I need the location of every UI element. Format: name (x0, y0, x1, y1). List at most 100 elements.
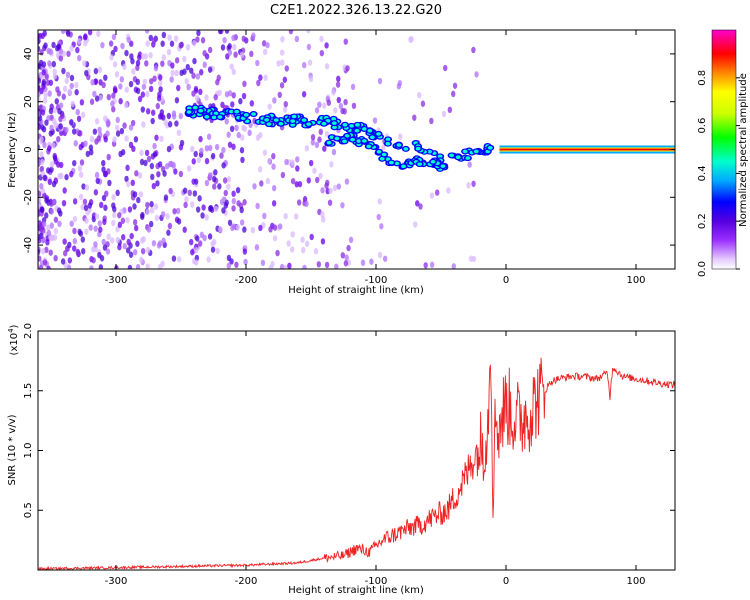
heatmap-cell (65, 30, 71, 37)
heatmap-cell (226, 254, 232, 262)
heatmap-cell (235, 224, 240, 231)
heatmap-cell (220, 101, 225, 109)
heatmap-cell (171, 110, 177, 117)
heatmap-cell (211, 175, 217, 183)
heatmap-cell (133, 224, 139, 232)
heatmap-cell (294, 35, 300, 43)
heatmap-cell (167, 34, 172, 41)
heatmap-cell (38, 190, 42, 198)
ridge-core (362, 127, 367, 131)
heatmap-cell (100, 42, 105, 49)
heatmap-cell (88, 224, 93, 231)
heatmap-cell (157, 263, 163, 269)
heatmap-cell (38, 255, 42, 262)
heatmap-cell (143, 159, 148, 167)
heatmap-cell (423, 262, 428, 269)
heatmap-cell (242, 80, 247, 88)
heatmap-cell (148, 52, 153, 59)
heatmap-cell (282, 76, 288, 83)
heatmap-cell (82, 198, 88, 205)
heatmap-cell (89, 149, 94, 156)
heatmap-cell (200, 37, 206, 44)
ridge-core (198, 108, 204, 113)
heatmap-cell (89, 135, 95, 143)
heatmap-cell (103, 115, 108, 122)
heatmap-cell (149, 200, 154, 208)
heatmap-cell (60, 112, 65, 120)
heatmap-cell (310, 139, 316, 146)
heatmap-cell (255, 59, 260, 67)
heatmap-cell (67, 257, 73, 264)
heatmap-cell (241, 35, 246, 42)
heatmap-y-ticks: -40 -20 0 20 40 (23, 48, 675, 253)
heatmap-cell (302, 264, 307, 269)
heatmap-cell (84, 228, 89, 235)
heatmap-cell (52, 106, 58, 114)
heatmap-cell (144, 60, 149, 67)
heatmap-cell (83, 39, 88, 47)
ridge-core (385, 137, 391, 142)
heatmap-cell (195, 94, 200, 102)
heatmap-cell (128, 124, 134, 131)
heatmap-cell (176, 84, 181, 92)
heatmap-cell (113, 45, 118, 53)
heatmap-cell (53, 254, 58, 262)
heatmap-cell (131, 145, 136, 153)
heatmap-cell (238, 98, 243, 105)
snr-x-axis-label: Height of straight line (km) (288, 585, 424, 596)
heatmap-cell (39, 136, 44, 143)
heatmap-cell (46, 265, 51, 269)
heatmap-cell (234, 261, 239, 268)
heatmap-cell (396, 83, 402, 90)
heatmap-cell (173, 168, 178, 175)
ridge-core (290, 123, 296, 127)
heatmap-cell (49, 124, 54, 132)
heatmap-cell (471, 180, 476, 187)
heatmap-cell (329, 161, 334, 168)
heatmap-cell (106, 233, 111, 240)
snr-x-ticks: -300 -200 -100 0 100 (105, 331, 646, 587)
heatmap-cell (262, 149, 268, 156)
heatmap-cell (271, 184, 277, 192)
heatmap-cell (327, 199, 333, 206)
heatmap-cell (139, 158, 145, 166)
heatmap-cell (76, 250, 81, 258)
heatmap-cell (41, 69, 46, 76)
heatmap-cell (94, 118, 100, 125)
heatmap-cell (314, 107, 320, 114)
heatmap-cell (227, 43, 232, 50)
heatmap-cell (242, 226, 247, 233)
x-tick-label: -100 (365, 576, 388, 587)
heatmap-cell (280, 171, 286, 179)
colorbar: 0.0 0.2 0.4 0.6 0.8 Normalized spectral ampl… (697, 29, 749, 277)
ridge-core (290, 119, 296, 123)
heatmap-cell (247, 129, 252, 137)
y-tick-label: 2.0 (23, 323, 34, 339)
heatmap-cell (135, 263, 141, 269)
heatmap-cell (379, 223, 384, 230)
heatmap-cell (255, 134, 261, 141)
heatmap-cell (377, 77, 383, 85)
heatmap-cell (283, 100, 288, 108)
ridge-core (415, 146, 421, 151)
heatmap-cell (81, 183, 86, 190)
heatmap-cell (176, 256, 182, 263)
heatmap-cell (91, 257, 96, 264)
heatmap-cell (115, 225, 120, 233)
heatmap-cell (207, 66, 213, 73)
heatmap-cell (112, 87, 118, 94)
heatmap-cell (212, 183, 217, 190)
heatmap-cell (87, 30, 93, 36)
y-tick-label: -40 (23, 237, 34, 253)
heatmap-cell (72, 198, 78, 205)
heatmap-cell (58, 55, 64, 62)
heatmap-cell (143, 53, 148, 60)
heatmap-cell (126, 180, 131, 188)
heatmap-cell (90, 79, 95, 86)
x-tick-label: -100 (365, 275, 388, 286)
heatmap-cell (338, 102, 344, 110)
heatmap-cell (420, 100, 426, 107)
heatmap-cell (115, 189, 120, 197)
heatmap-cell (103, 170, 109, 178)
heatmap-cell (44, 212, 49, 219)
